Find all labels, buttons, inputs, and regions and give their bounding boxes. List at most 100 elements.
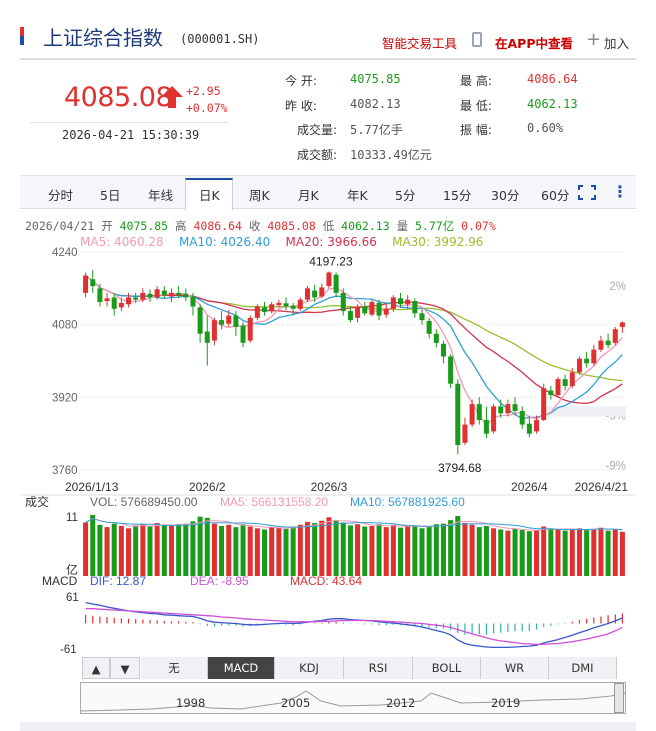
candle-body [211, 320, 217, 341]
scroll-up-button[interactable]: ▲ [82, 657, 110, 679]
ma5-line [85, 275, 623, 427]
volume-bar [512, 528, 518, 576]
indicator-tab-none[interactable]: 无 [141, 657, 208, 679]
price-axis-label: 4240 [52, 247, 78, 259]
active-tab-frame [185, 178, 233, 210]
candle-body [97, 288, 103, 302]
plus-icon[interactable]: + [586, 29, 602, 50]
candle-body [140, 292, 146, 300]
info-open: 4075.85 [119, 219, 169, 233]
expand-icon[interactable] [578, 185, 596, 200]
candle-body [254, 306, 260, 318]
candle-body [376, 302, 382, 316]
candle-body [290, 305, 296, 309]
indicator-tab-macd[interactable]: MACD [208, 657, 275, 679]
candle-body [226, 315, 232, 324]
tab-15min[interactable]: 15分 [443, 188, 472, 203]
volume-bar [290, 526, 296, 576]
volume-bar [519, 530, 525, 576]
volume-bar [469, 524, 475, 576]
candle-body [347, 311, 353, 321]
volume-bar [405, 526, 411, 576]
tab-30min[interactable]: 30分 [491, 188, 520, 203]
phone-icon [472, 32, 482, 47]
volume-bar [390, 524, 396, 576]
pct-axis-label: -9% [606, 460, 626, 472]
volume-bar [591, 528, 597, 576]
info-close: 4085.08 [267, 219, 316, 233]
candle-body [312, 290, 318, 298]
field-value-open: 4075.85 [350, 72, 401, 86]
macd-axis-bottom: -61 [60, 644, 77, 656]
volume-bar [541, 526, 547, 576]
info-pct: 0.07% [461, 219, 496, 233]
tab-year-line[interactable]: 年线 [148, 188, 174, 203]
volume-bar [526, 531, 532, 576]
tab-weekly-k[interactable]: 周K [249, 188, 270, 203]
legend-ma5: MA5: 4060.28 [80, 235, 164, 249]
candle-body [133, 297, 139, 300]
tab-intraday[interactable]: 分时 [48, 188, 74, 203]
timeline-handle[interactable] [614, 683, 624, 713]
tab-5day[interactable]: 5日 [100, 188, 121, 203]
open-app-link[interactable]: 在APP中查看 [495, 36, 573, 51]
candle-body [619, 322, 625, 327]
brand-bar [20, 27, 24, 45]
field-label-volume: 成交量: [297, 123, 338, 137]
candle-body [369, 301, 375, 315]
volume-bar [111, 523, 117, 576]
ma-legend: MA5: 4060.28 MA10: 4026.40 MA20: 3966.66… [80, 235, 483, 249]
candle-body [104, 298, 110, 302]
tab-monthly-k[interactable]: 月K [298, 188, 319, 203]
indicator-tab-kdj[interactable]: KDJ [275, 657, 344, 679]
indicator-tab-boll[interactable]: BOLL [413, 657, 481, 679]
scroll-down-button[interactable]: ▼ [110, 657, 140, 679]
volume-bar [247, 526, 253, 576]
volume-bar [498, 529, 504, 576]
volume-bar [254, 528, 260, 576]
volume-bar [154, 523, 160, 576]
price-change-pct: +0.07% [186, 101, 228, 115]
header-divider [20, 58, 636, 60]
tab-60min[interactable]: 60分 [541, 188, 570, 203]
macd-legend-macd: MACD: 43.64 [290, 574, 362, 588]
current-price: 4085.08 [64, 82, 173, 113]
max-price-label: 4197.23 [309, 254, 353, 268]
candle-body [176, 292, 182, 295]
history-timeline[interactable]: 1998 2005 2012 2019 [80, 682, 627, 714]
volume-bar [398, 527, 404, 576]
candle-body [247, 317, 253, 341]
indicator-tab-dmi[interactable]: DMI [549, 657, 617, 679]
volume-axis-top: 11 [66, 512, 78, 524]
candle-body [197, 307, 203, 334]
candle-body [419, 313, 425, 321]
tab-daily-k[interactable]: 日K [199, 188, 220, 203]
tab-yearly-k[interactable]: 年K [347, 188, 368, 203]
candle-body [240, 325, 246, 343]
add-watchlist-button[interactable]: 加入 [604, 36, 630, 51]
volume-title: 成交 [25, 494, 49, 509]
indicator-tab-wr[interactable]: WR [481, 657, 549, 679]
candle-body [548, 390, 554, 396]
tab-5min[interactable]: 5分 [395, 188, 416, 203]
indicator-tab-rsi[interactable]: RSI [344, 657, 413, 679]
volume-bar [333, 520, 339, 576]
candle-body [362, 306, 368, 314]
more-icon[interactable]: ⋮ [612, 182, 628, 201]
volume-bar [584, 530, 590, 576]
volume-bar [104, 527, 110, 576]
candle-body [383, 308, 389, 315]
volume-bar [262, 529, 268, 576]
legend-ma20: MA20: 3966.66 [285, 235, 377, 249]
volume-bar [90, 514, 96, 576]
volume-bar [219, 525, 225, 576]
candle-body [562, 379, 568, 386]
candle-body [390, 297, 396, 309]
candle-body [576, 358, 582, 373]
timeline-year-1998: 1998 [176, 696, 206, 710]
trading-tool-link[interactable]: 智能交易工具 [382, 36, 458, 51]
volume-bar [555, 529, 561, 576]
volume-bar [97, 524, 103, 576]
x-axis-label: 2026/4 [511, 480, 548, 494]
